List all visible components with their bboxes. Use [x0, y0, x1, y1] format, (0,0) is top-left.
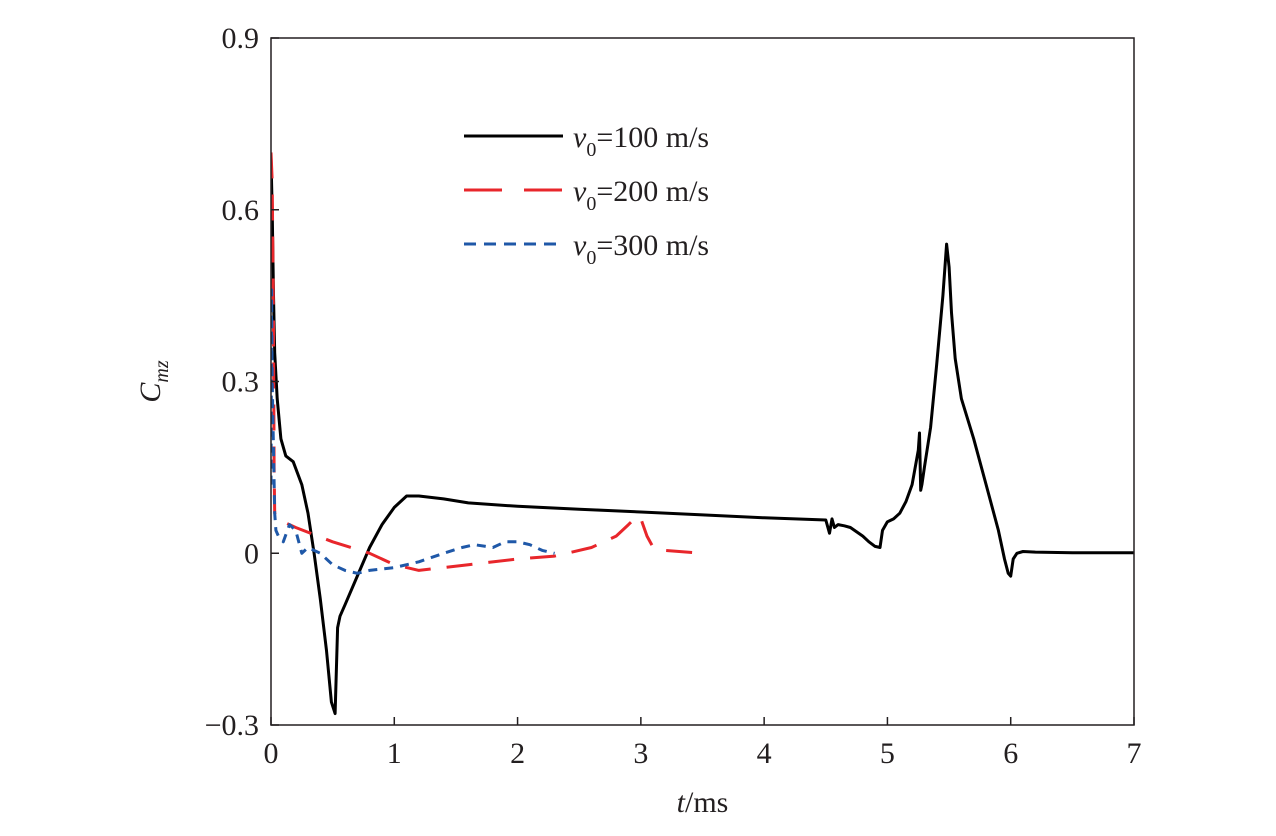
y-tick-label: 0 [244, 537, 259, 570]
x-axis-label: t/ms [677, 786, 729, 819]
y-axis-label: Cmz [134, 360, 173, 402]
y-tick-label: −0.3 [205, 709, 259, 742]
x-tick-label: 6 [1003, 737, 1018, 770]
series-line-3 [271, 288, 555, 575]
y-tick-label: 0.3 [222, 366, 260, 399]
y-tick-label: 0.6 [222, 194, 260, 227]
legend-label-1: v0=100 m/s [573, 121, 709, 161]
x-axis-label-var: t [677, 786, 686, 819]
svg-text:Cmz: Cmz [134, 360, 173, 402]
x-tick-label: 1 [387, 737, 402, 770]
series-line-1 [271, 158, 1134, 716]
x-tick-label: 5 [880, 737, 895, 770]
series-layer [271, 152, 1134, 716]
legend-label-2: v0=200 m/s [573, 175, 709, 215]
x-tick-label: 3 [633, 737, 648, 770]
tick-layer: 0 1 2 3 4 5 6 7−0.300.30.60.9 [205, 22, 1142, 770]
y-axis-label-sub: mz [151, 360, 173, 382]
x-tick-label: 2 [510, 737, 525, 770]
y-axis-label-main: C [134, 382, 167, 403]
x-tick-label: 0 [264, 737, 279, 770]
legend: v0=100 m/s v0=200 m/s v0=300 m/s [464, 121, 709, 269]
y-tick-label: 0.9 [222, 22, 260, 55]
legend-label-3: v0=300 m/s [573, 229, 709, 269]
series-line-2 [271, 152, 703, 572]
x-tick-label: 4 [757, 737, 772, 770]
x-axis-label-unit: /ms [685, 786, 728, 819]
x-tick-label: 7 [1127, 737, 1142, 770]
